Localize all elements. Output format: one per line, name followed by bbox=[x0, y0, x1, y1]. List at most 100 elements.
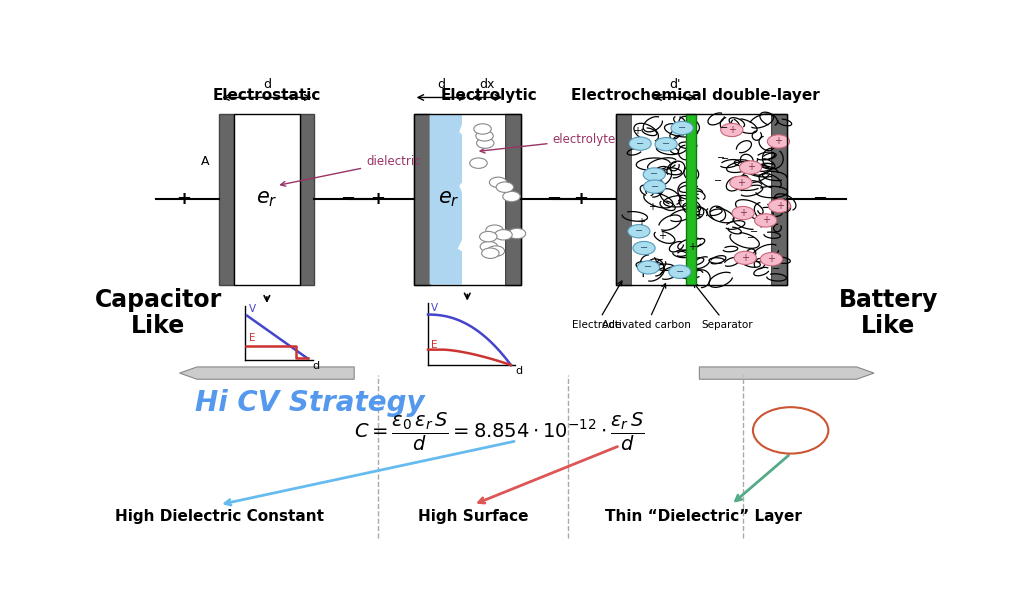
Text: −: − bbox=[750, 227, 758, 237]
Circle shape bbox=[476, 138, 494, 148]
Bar bbox=[233, 114, 300, 285]
Text: $e_r$: $e_r$ bbox=[438, 189, 460, 209]
Text: +: + bbox=[728, 125, 736, 135]
Text: −: − bbox=[635, 226, 643, 236]
Text: +: + bbox=[688, 242, 696, 252]
Text: −: − bbox=[720, 123, 728, 133]
Text: −: − bbox=[663, 139, 670, 149]
Text: +: + bbox=[767, 254, 775, 264]
Circle shape bbox=[761, 253, 782, 266]
Bar bbox=[632, 114, 771, 285]
Circle shape bbox=[629, 137, 651, 150]
Circle shape bbox=[669, 265, 691, 279]
Text: dielectric: dielectric bbox=[281, 155, 421, 186]
Text: Activated carbon: Activated carbon bbox=[602, 284, 691, 330]
Circle shape bbox=[474, 124, 492, 134]
Text: −: − bbox=[340, 190, 355, 208]
Text: +: + bbox=[648, 202, 656, 212]
Text: −: − bbox=[721, 154, 729, 164]
Circle shape bbox=[767, 135, 790, 148]
Circle shape bbox=[734, 252, 757, 264]
Text: +: + bbox=[633, 125, 641, 135]
Text: +: + bbox=[371, 190, 385, 208]
Circle shape bbox=[480, 242, 498, 252]
Text: +: + bbox=[694, 210, 701, 220]
Circle shape bbox=[628, 224, 650, 238]
Text: +: + bbox=[741, 253, 750, 263]
Text: −: − bbox=[715, 177, 723, 186]
Text: +: + bbox=[739, 208, 748, 218]
Circle shape bbox=[495, 229, 512, 240]
Bar bbox=[616, 114, 786, 285]
Text: $C = \dfrac{\varepsilon_0\,\varepsilon_r\,S}{d} = 8.854 \cdot 10^{-12} \cdot \df: $C = \dfrac{\varepsilon_0\,\varepsilon_r… bbox=[354, 410, 645, 453]
Circle shape bbox=[671, 121, 693, 135]
Circle shape bbox=[730, 176, 752, 189]
Text: −: − bbox=[644, 263, 652, 272]
Circle shape bbox=[732, 207, 755, 220]
Text: E: E bbox=[431, 340, 437, 350]
Bar bbox=[414, 114, 521, 285]
Text: −: − bbox=[650, 181, 658, 192]
Bar bbox=[300, 114, 314, 285]
Text: −: − bbox=[746, 233, 755, 244]
Text: −: − bbox=[717, 153, 725, 162]
Circle shape bbox=[721, 124, 743, 137]
Text: Capacitor
Like: Capacitor Like bbox=[94, 288, 222, 338]
Text: −: − bbox=[640, 243, 648, 253]
Bar bbox=[616, 114, 632, 285]
Text: dx: dx bbox=[479, 78, 495, 91]
Text: A: A bbox=[202, 155, 210, 169]
Circle shape bbox=[643, 168, 666, 181]
Text: V: V bbox=[249, 304, 256, 314]
Text: +: + bbox=[572, 190, 588, 208]
Text: High Surface: High Surface bbox=[418, 509, 528, 524]
Text: Hi CV Strategy: Hi CV Strategy bbox=[196, 389, 425, 417]
Text: d': d' bbox=[670, 78, 681, 91]
Circle shape bbox=[508, 228, 525, 239]
Text: d: d bbox=[263, 78, 271, 91]
Circle shape bbox=[485, 225, 503, 236]
Bar bbox=[414, 114, 430, 285]
Text: d: d bbox=[437, 78, 445, 91]
Text: +: + bbox=[737, 178, 744, 188]
Text: E: E bbox=[249, 333, 255, 343]
Text: −: − bbox=[678, 123, 686, 133]
Text: d: d bbox=[312, 361, 319, 371]
Text: d: d bbox=[515, 365, 522, 376]
Text: Electrostatic: Electrostatic bbox=[213, 88, 322, 103]
Polygon shape bbox=[430, 114, 485, 285]
Bar bbox=[462, 114, 505, 285]
FancyArrow shape bbox=[699, 367, 873, 379]
Text: +: + bbox=[176, 190, 191, 208]
Circle shape bbox=[633, 242, 655, 255]
Bar bbox=[771, 114, 786, 285]
Text: +: + bbox=[637, 217, 645, 227]
Circle shape bbox=[489, 177, 507, 188]
Text: High Dielectric Constant: High Dielectric Constant bbox=[115, 509, 324, 524]
Circle shape bbox=[497, 182, 514, 192]
Circle shape bbox=[470, 158, 487, 169]
Circle shape bbox=[481, 248, 499, 258]
Text: Electrode: Electrode bbox=[571, 281, 622, 330]
Text: Thin “Dielectric” Layer: Thin “Dielectric” Layer bbox=[605, 509, 802, 524]
Text: electrolyte: electrolyte bbox=[480, 133, 615, 153]
Bar bbox=[219, 114, 233, 285]
Circle shape bbox=[755, 214, 777, 227]
Circle shape bbox=[476, 130, 494, 141]
Text: +: + bbox=[774, 137, 782, 146]
Text: +: + bbox=[762, 215, 770, 226]
Text: −: − bbox=[676, 267, 684, 277]
Circle shape bbox=[739, 161, 762, 174]
FancyArrow shape bbox=[179, 367, 354, 379]
Text: −: − bbox=[547, 190, 562, 208]
Text: Electrolytic: Electrolytic bbox=[440, 88, 538, 103]
Text: −: − bbox=[772, 264, 780, 274]
Text: Battery
Like: Battery Like bbox=[839, 288, 938, 338]
Bar bbox=[505, 114, 521, 285]
Circle shape bbox=[479, 231, 497, 242]
Circle shape bbox=[503, 191, 520, 202]
Circle shape bbox=[655, 138, 677, 151]
Text: Electrochemical double-layer: Electrochemical double-layer bbox=[571, 88, 820, 103]
Text: +: + bbox=[658, 231, 667, 240]
Text: +: + bbox=[676, 196, 684, 206]
